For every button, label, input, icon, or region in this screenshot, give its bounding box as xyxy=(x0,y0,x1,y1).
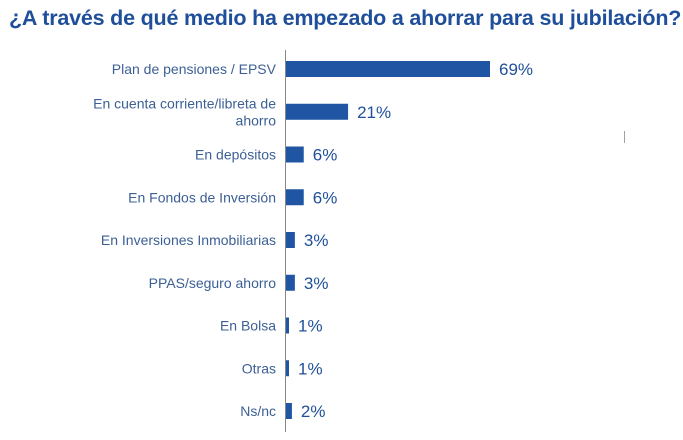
bar xyxy=(286,403,292,419)
bar xyxy=(286,61,490,77)
bar xyxy=(286,360,289,377)
category-label: En Fondos de Inversión xyxy=(128,189,276,205)
value-label: 21% xyxy=(357,103,391,122)
category-label: ahorro xyxy=(236,112,277,128)
bar xyxy=(286,232,295,248)
category-label: Otras xyxy=(242,360,276,376)
category-label: En depósitos xyxy=(195,147,276,163)
category-label: En Bolsa xyxy=(220,318,276,334)
category-label: PPAS/seguro ahorro xyxy=(149,275,277,291)
bar xyxy=(286,317,289,334)
value-label: 1% xyxy=(298,359,323,378)
category-label: Plan de pensiones / EPSV xyxy=(112,61,277,77)
value-label: 6% xyxy=(313,146,338,165)
value-label: 2% xyxy=(301,402,326,421)
value-label: 69% xyxy=(499,60,533,79)
category-label: En cuenta corriente/libreta de xyxy=(93,95,276,111)
category-label: Ns/nc xyxy=(240,403,276,419)
bar xyxy=(286,103,349,120)
bar xyxy=(286,274,295,291)
chart-marks: 69% Plan de pensiones / EPSV 21% En cuenta … xyxy=(93,60,533,421)
value-label: 1% xyxy=(298,317,323,336)
category-label: En Inversiones Inmobiliarias xyxy=(101,232,276,248)
chart-title: ¿A través de qué medio ha empezado a aho… xyxy=(9,6,682,30)
value-label: 3% xyxy=(304,274,329,293)
bar xyxy=(286,189,304,206)
bar xyxy=(286,146,304,163)
value-label: 6% xyxy=(313,188,338,207)
value-label: 3% xyxy=(304,231,329,250)
